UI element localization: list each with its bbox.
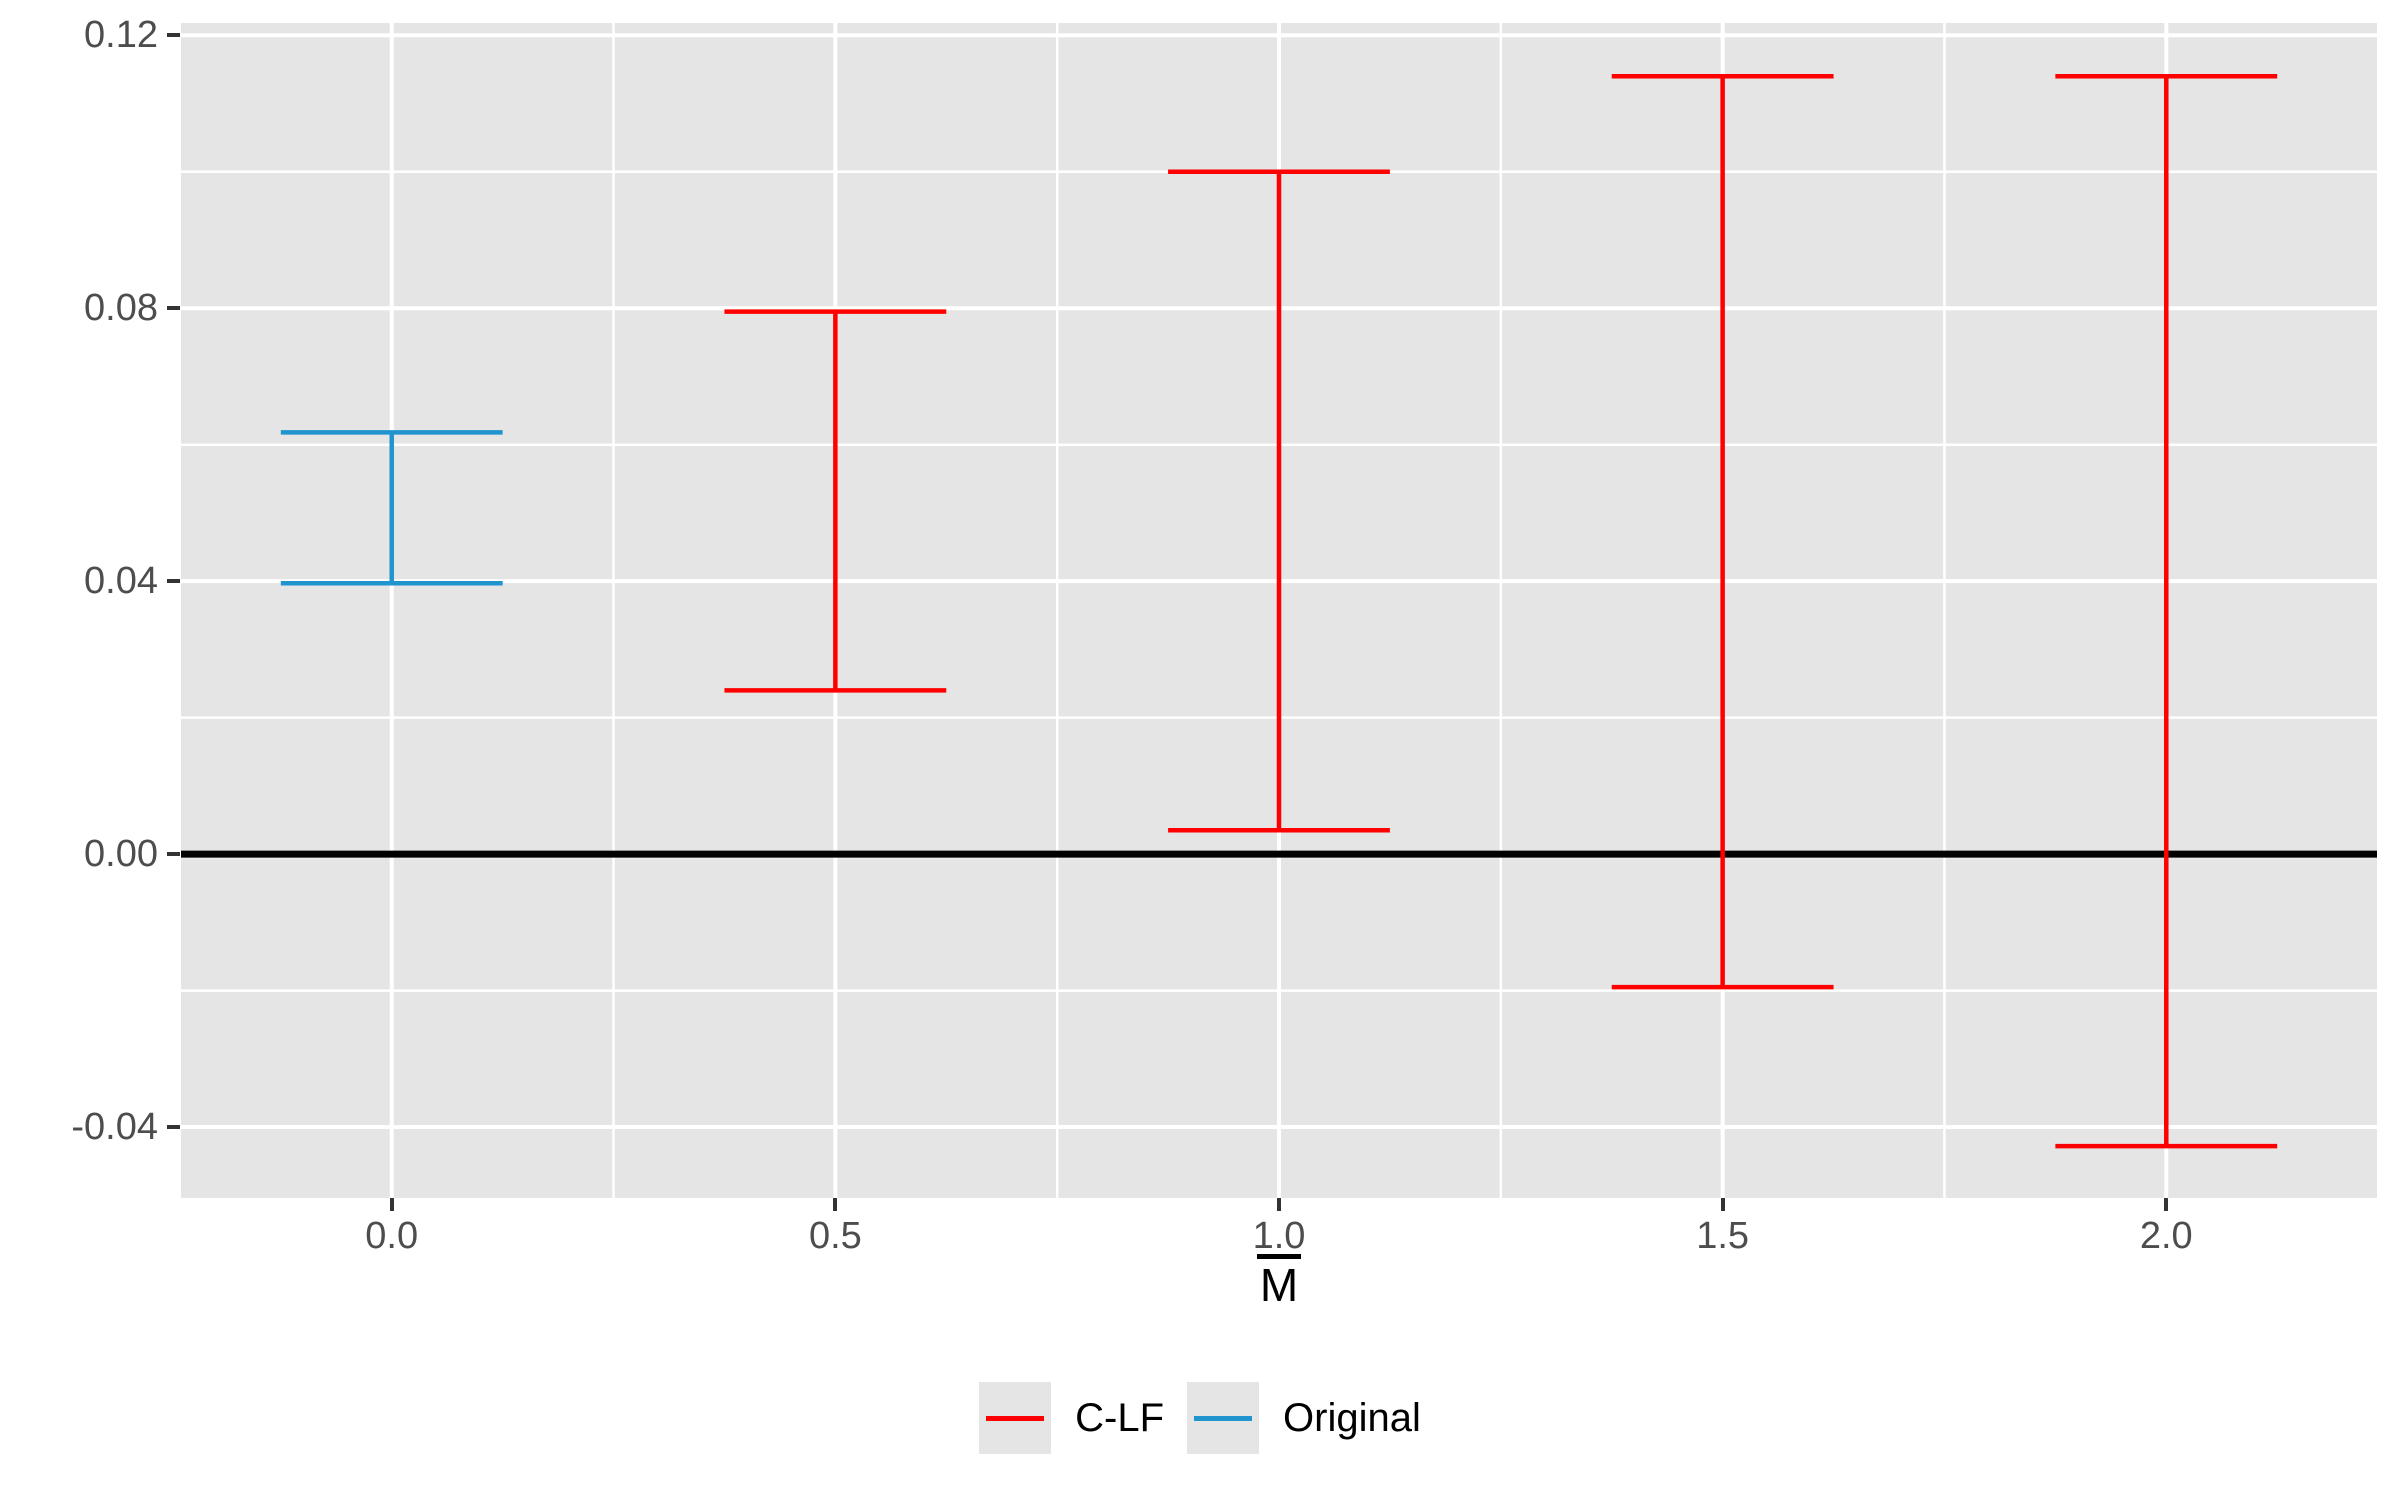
x-tick-label: 0.0 (365, 1215, 419, 1257)
legend-item-original: Original (1187, 1382, 1421, 1454)
y-tick-mark (167, 33, 180, 38)
x-axis-title-text: M (1256, 1254, 1302, 1308)
x-tick-label: 1.0 (1252, 1215, 1306, 1257)
y-tick-mark (167, 579, 180, 584)
y-tick-label: -0.04 (71, 1106, 158, 1149)
legend-line-original-icon (1194, 1416, 1253, 1421)
y-tick-mark (167, 1125, 180, 1130)
y-tick-label: 0.12 (84, 14, 158, 57)
legend-key-original (1187, 1382, 1260, 1454)
x-tick-mark (2164, 1198, 2169, 1211)
legend-item-clf: C-LF (979, 1382, 1164, 1454)
plot-panel (181, 23, 2377, 1198)
x-tick-label: 1.5 (1696, 1215, 1750, 1257)
y-tick-mark (167, 306, 180, 311)
y-tick-label: 0.00 (84, 833, 158, 876)
legend-key-clf (979, 1382, 1052, 1454)
legend-line-clf-icon (986, 1416, 1045, 1421)
legend: C-LF Original (0, 1382, 2400, 1454)
y-tick-label: 0.04 (84, 560, 158, 603)
plot-area-svg (181, 23, 2377, 1198)
x-tick-mark (833, 1198, 838, 1211)
x-tick-mark (1720, 1198, 1725, 1211)
x-tick-mark (389, 1198, 394, 1211)
legend-label-clf: C-LF (1075, 1396, 1165, 1440)
x-tick-label: 0.5 (808, 1215, 862, 1257)
legend-label-original: Original (1283, 1396, 1421, 1440)
y-tick-mark (167, 852, 180, 857)
x-tick-label: 2.0 (2139, 1215, 2193, 1257)
x-axis-title: M (1129, 1254, 1429, 1311)
x-tick-mark (1277, 1198, 1281, 1211)
y-tick-label: 0.08 (84, 287, 158, 330)
